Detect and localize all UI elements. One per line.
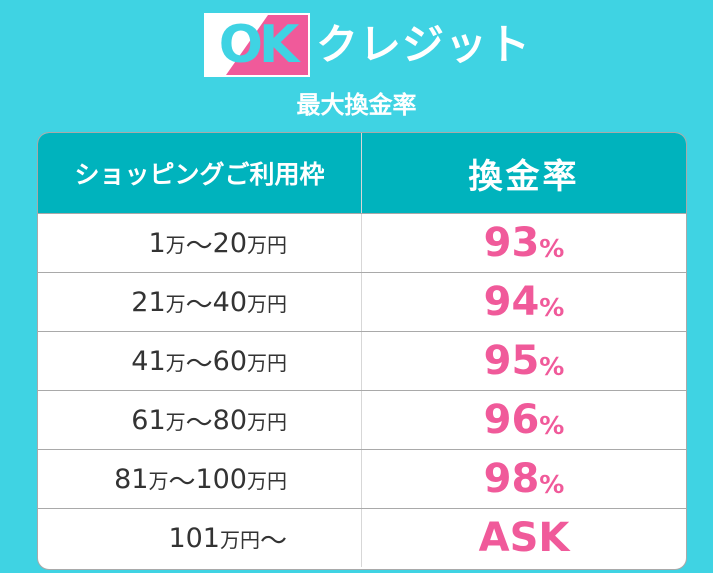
range-separator: 〜 [185,230,213,262]
rate-value: ASK [478,515,570,561]
rate-cell: 93% [362,214,686,272]
range-separator: 〜 [185,407,213,439]
brand-name: クレジット [316,20,532,69]
logo: OK クレジット [204,13,531,77]
ok-logo-background [226,15,308,75]
table-row: 101 万円〜 ASK [38,508,686,567]
range-from: 21 [131,286,166,318]
header: OK クレジット 最大換金率 [0,0,713,130]
range-from: 101 [168,522,220,554]
table-row: 81 万〜 100 万円 98% [38,449,686,508]
percent-sign: % [539,292,565,322]
percent-sign: % [539,410,565,440]
range-to: 20 [212,227,247,259]
range-unit: 万円 [247,232,287,257]
range-cell: 101 万円〜 [38,509,362,567]
range-from: 41 [131,345,166,377]
table-header: ショッピングご利用枠 換金率 [38,133,686,213]
range-separator: 〜 [185,348,213,380]
percent-sign: % [539,469,565,499]
range-unit: 万 [165,232,186,257]
range-cell: 1 万〜 20 万円 [38,214,362,272]
rate-value: 96 [483,397,540,443]
range-unit: 万円 [220,527,260,552]
range-unit: 万 [165,350,186,375]
rate-cell: 94% [362,273,686,331]
range-separator: 〜 [168,466,196,498]
table-row: 21 万〜 40 万円 94% [38,272,686,331]
range-from: 61 [131,404,166,436]
range-cell: 21 万〜 40 万円 [38,273,362,331]
range-cell: 81 万〜 100 万円 [38,450,362,508]
range-unit: 万 [148,468,169,493]
range-unit: 万円 [247,350,287,375]
page-subtitle: 最大換金率 [296,91,417,119]
range-unit: 万 [165,409,186,434]
rate-cell: 96% [362,391,686,449]
rate-value: 95 [483,338,540,384]
range-separator: 〜 [260,525,287,557]
rate-cell: 95% [362,332,686,390]
range-to: 40 [212,286,247,318]
table-row: 41 万〜 60 万円 95% [38,331,686,390]
ok-logo-box: OK [204,13,310,77]
column-header-range: ショッピングご利用枠 [38,133,362,213]
range-cell: 41 万〜 60 万円 [38,332,362,390]
column-header-rate: 換金率 [468,156,580,197]
rate-table: ショッピングご利用枠 換金率 1 万〜 20 万円 93% 21 万〜 40 万円 94% … [37,132,687,570]
table-row: 1 万〜 20 万円 93% [38,213,686,272]
rate-value: 93 [483,220,540,266]
range-unit: 万円 [247,409,287,434]
range-unit: 万 [165,291,186,316]
rate-cell: ASK [362,509,686,567]
range-from: 1 [148,227,166,259]
range-unit: 万円 [247,291,287,316]
table-row: 61 万〜 80 万円 96% [38,390,686,449]
range-unit: 万円 [247,468,287,493]
percent-sign: % [539,351,565,381]
ok-logo-text: OK [218,15,300,75]
range-separator: 〜 [185,289,213,321]
percent-sign: % [539,233,565,263]
range-to: 80 [212,404,247,436]
rate-cell: 98% [362,450,686,508]
rate-value: 98 [483,456,540,502]
range-cell: 61 万〜 80 万円 [38,391,362,449]
rate-value: 94 [483,279,540,325]
range-to: 60 [212,345,247,377]
range-from: 81 [114,463,149,495]
range-to: 100 [195,463,247,495]
